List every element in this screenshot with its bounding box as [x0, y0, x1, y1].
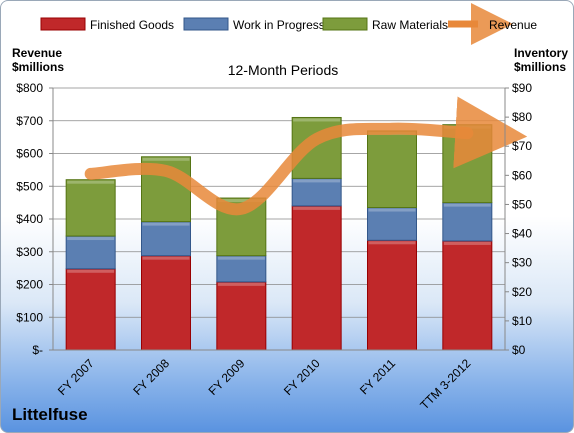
bar-work-in-progress [367, 207, 417, 241]
left-tick-label: $- [32, 343, 43, 357]
left-tick-label: $600 [16, 147, 43, 161]
chart-title: 12-Month Periods [228, 62, 339, 78]
revenue-line [84, 96, 528, 216]
bar-highlight [217, 199, 265, 203]
legend-label-raw-materials: Raw Materials [372, 18, 448, 32]
left-tick-label: $100 [16, 310, 43, 324]
bar-finished-goods [216, 281, 267, 351]
right-tick-label: $20 [512, 285, 532, 299]
x-tick-label: TTM 3-2012 [417, 356, 473, 412]
legend-label-finished-goods: Finished Goods [90, 18, 174, 32]
right-tick-label: $80 [512, 110, 532, 124]
bar-highlight [217, 256, 265, 260]
bar-highlight [142, 157, 190, 161]
right-tick-label: $0 [512, 343, 526, 357]
left-tick-label: $200 [16, 278, 43, 292]
bar-work-in-progress [442, 202, 493, 242]
right-tick-label: $90 [512, 81, 532, 95]
left-axis-title-line2: $millions [12, 60, 64, 74]
right-tick-label: $70 [512, 139, 532, 153]
bar-raw-materials [367, 130, 417, 209]
bar-work-in-progress [291, 177, 342, 207]
bar-work-in-progress [216, 255, 267, 283]
x-tick-label: FY 2009 [206, 356, 248, 398]
left-tick-label: $800 [16, 81, 43, 95]
left-tick-label: $500 [16, 179, 43, 193]
legend: Finished Goods Work in Progress Raw Materi… [40, 3, 537, 45]
bar-raw-materials [65, 179, 116, 237]
x-tick-label: FY 2011 [357, 356, 398, 397]
right-tick-label: $60 [512, 168, 532, 182]
right-tick-label: $50 [512, 197, 532, 211]
gridlines [53, 87, 505, 351]
left-tick-label: $300 [16, 245, 43, 259]
company-name: Littelfuse [12, 405, 88, 424]
bar-highlight [142, 222, 190, 226]
bar-finished-goods [291, 205, 342, 351]
left-tick-label: $700 [16, 114, 43, 128]
right-tick-label: $40 [512, 227, 532, 241]
x-tick-label: FY 2007 [55, 356, 97, 398]
right-tick-label: $10 [512, 314, 532, 328]
bar-finished-goods [442, 240, 493, 351]
bar-finished-goods [141, 255, 191, 351]
x-tick-label: FY 2010 [281, 356, 323, 398]
bar-highlight [443, 241, 491, 245]
bar-highlight [293, 118, 341, 122]
bar-highlight [67, 269, 115, 273]
bar-highlight [368, 208, 416, 212]
bar-highlight [67, 237, 115, 241]
legend-swatch-work-in-progress [183, 17, 229, 31]
right-axis-title-line1: Inventory [514, 46, 568, 60]
legend-swatch-raw-materials [322, 17, 368, 31]
bar-finished-goods [65, 268, 116, 351]
bar-highlight [142, 256, 190, 260]
bar-highlight [293, 206, 341, 210]
right-tick-label: $30 [512, 256, 532, 270]
bars [65, 116, 493, 351]
bar-highlight [368, 241, 416, 245]
legend-label-work-in-progress: Work in Progress [233, 18, 325, 32]
legend-label-revenue: Revenue [489, 18, 537, 32]
bar-highlight [443, 203, 491, 207]
right-axis-title-line2: $millions [514, 60, 566, 74]
left-tick-label: $400 [16, 212, 43, 226]
bar-work-in-progress [65, 235, 116, 270]
bar-finished-goods [367, 239, 417, 351]
bar-highlight [217, 282, 265, 286]
bar-highlight [67, 180, 115, 184]
legend-swatch-finished-goods [40, 17, 86, 31]
left-axis-title-line1: Revenue [12, 46, 62, 60]
x-tick-label: FY 2008 [130, 356, 172, 398]
revenue-line-path [84, 96, 528, 216]
bar-highlight [293, 179, 341, 183]
bar-work-in-progress [141, 221, 191, 257]
